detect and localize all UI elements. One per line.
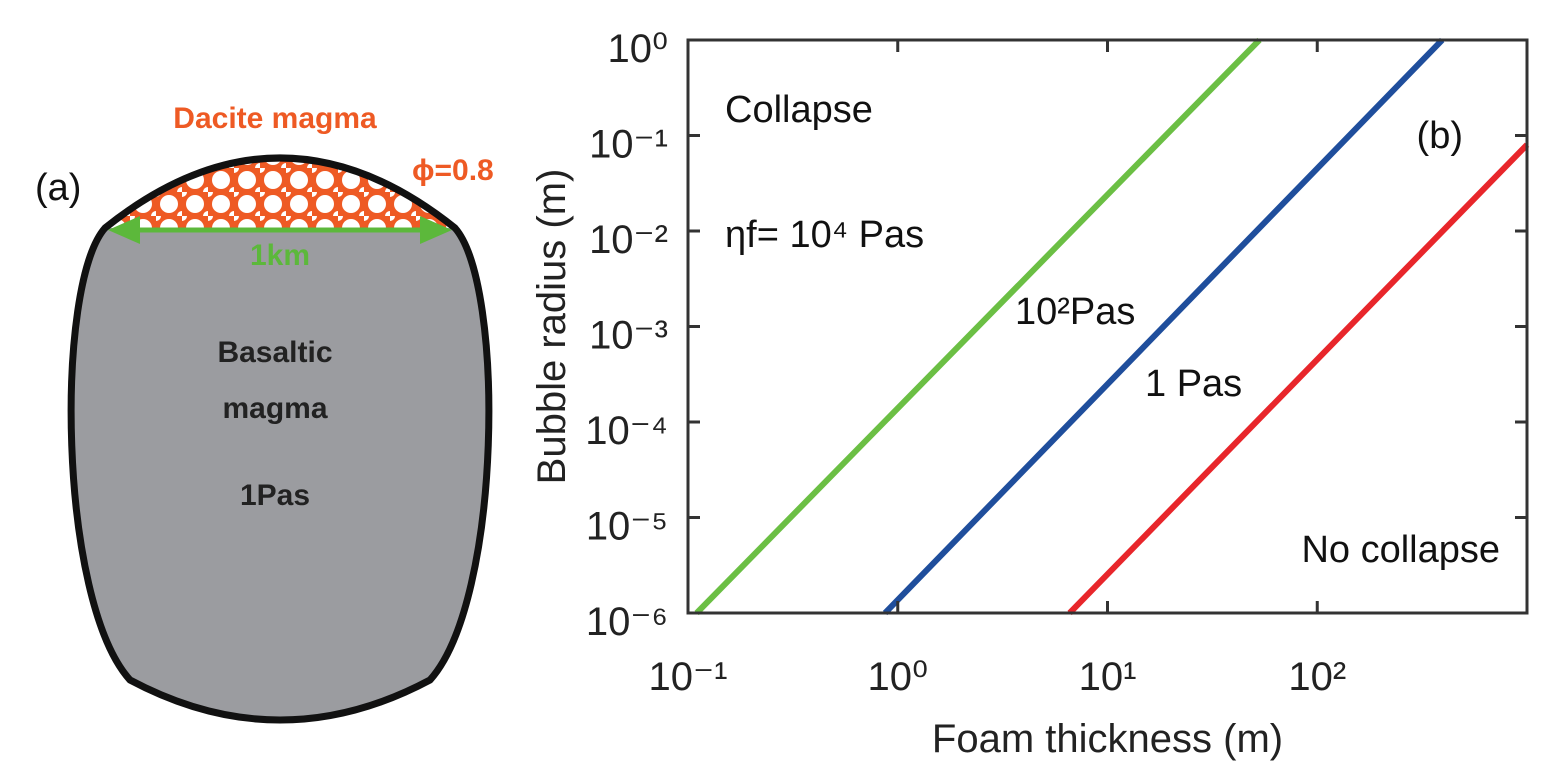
top-label: Dacite magma [173,102,377,135]
magma-body [71,158,489,720]
y-tick-label: 10⁻⁴ [585,409,668,453]
x-tick-label: 10⁰ [867,655,928,699]
y-tick-label: 10⁰ [607,27,668,71]
series-label: ηf= 10⁴ Pas [725,214,924,256]
annotation: Collapse [725,89,873,131]
body-label: magma [222,392,327,425]
y-tick-label: 10⁻⁶ [586,600,668,644]
diagram: (a) Dacite magma ϕ=0.8 1km Basaltic magm… [35,102,494,724]
x-axis-label: Foam thickness (m) [932,717,1283,761]
chart: 10⁻¹ 10⁰ 10¹ 10² 10⁻⁶ 10⁻⁵ 10⁻⁴ 10⁻³ 10⁻² 10⁻¹ 10⁰… [530,27,1530,761]
porosity-label: ϕ=0.8 [412,154,494,187]
data-line [1067,142,1530,616]
y-tick-label: 10⁻² [589,218,668,262]
chamber-outline [67,154,493,724]
annotation: No collapse [1301,529,1500,571]
data-line [882,37,1445,616]
x-tick-label: 10⁻¹ [649,655,728,699]
x-tick-label: 10¹ [1079,655,1137,699]
x-tick-label: 10² [1288,655,1346,699]
y-tick-label: 10⁻¹ [589,123,668,167]
width-label: 1km [250,239,310,272]
y-tick-label: 10⁻³ [589,314,668,358]
series-label: 1 Pas [1145,363,1242,405]
annotation: (b) [1417,115,1463,157]
y-tick-label: 10⁻⁵ [586,505,668,549]
arrow-head [108,216,140,244]
panel-label: (a) [35,167,81,209]
viscosity-label: 1Pas [240,479,310,512]
series-label: 10²Pas [1015,291,1135,333]
arrow-head [420,216,452,244]
data-line [694,37,1262,616]
y-axis-label: Bubble radius (m) [530,169,574,485]
body-label: Basaltic [217,336,332,369]
